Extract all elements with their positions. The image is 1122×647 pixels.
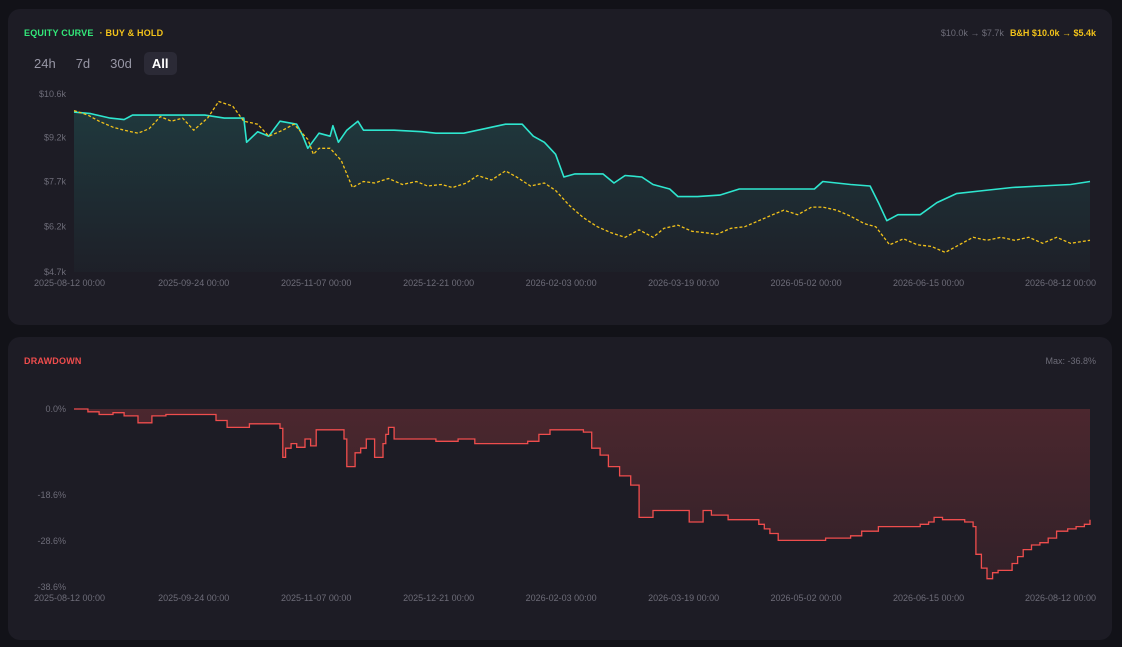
drawdown-line: [74, 408, 1091, 580]
equity-curve-line: [73, 111, 1091, 222]
x-tick-label: 2025-09-24 00:00: [158, 278, 229, 288]
y-tick-label: $4.7k: [44, 267, 67, 277]
drawdown-chart: 0.0% -18.6% -28.6% -38.6%2025-08-12 00:00 20…: [34, 404, 1096, 603]
drawdown-panel: DRAWDOWN Max: -36.8% 0.0% -18.6% -28.6% -38…: [8, 337, 1112, 640]
y-tick-label: 0.0%: [45, 404, 66, 414]
x-tick-label: 2025-11-07 00:00: [281, 278, 351, 288]
x-tick-label: 2026-08-12 00:00: [1025, 593, 1096, 603]
buy-hold-title: · BUY & HOLD: [99, 28, 164, 38]
x-tick-label: 2026-03-19 00:00: [648, 278, 719, 288]
x-tick-label: 2026-02-03 00:00: [526, 593, 597, 603]
x-tick-label: 2026-05-02 00:00: [771, 593, 842, 603]
x-tick-label: 2025-11-07 00:00: [281, 593, 351, 603]
tab-7d[interactable]: 7d: [75, 56, 91, 71]
equity-panel-title: EQUITY CURVE · BUY & HOLD: [24, 28, 163, 38]
y-tick-label: $9.2k: [44, 133, 67, 143]
x-tick-label: 2025-08-12 00:00: [34, 593, 105, 603]
y-tick-label: $10.6k: [39, 89, 67, 99]
y-tick-label: -28.6%: [37, 536, 66, 546]
buy-hold-line: [73, 100, 1091, 254]
x-tick-label: 2026-06-15 00:00: [893, 278, 964, 288]
max-drawdown-label: Max: -36.8%: [1045, 356, 1096, 366]
x-tick-label: 2025-12-21 00:00: [403, 593, 474, 603]
x-tick-label: 2025-12-21 00:00: [403, 278, 474, 288]
x-tick-label: 2026-06-15 00:00: [893, 593, 964, 603]
equity-area: [74, 112, 1090, 272]
drawdown-area: [74, 409, 1090, 579]
tab-30d[interactable]: 30d: [110, 56, 132, 71]
x-tick-label: 2026-08-12 00:00: [1025, 278, 1096, 288]
strategy-summary: $10.0k → $7.7k: [940, 28, 1004, 38]
x-tick-label: 2026-03-19 00:00: [648, 593, 719, 603]
drawdown-title: DRAWDOWN: [24, 356, 82, 366]
y-tick-label: $7.7k: [44, 176, 67, 186]
y-tick-label: -38.6%: [37, 582, 66, 592]
y-tick-label: -18.6%: [37, 490, 66, 500]
tab-all[interactable]: All: [143, 52, 177, 75]
equity-curve-panel: EQUITY CURVE · BUY & HOLD $10.0k → $7.7k B…: [8, 9, 1112, 325]
tab-24h[interactable]: 24h: [34, 56, 56, 71]
x-tick-label: 2025-08-12 00:00: [34, 278, 105, 288]
x-tick-label: 2025-09-24 00:00: [158, 593, 229, 603]
x-tick-label: 2026-02-03 00:00: [526, 278, 597, 288]
equity-curve-title: EQUITY CURVE: [24, 28, 94, 38]
y-tick-label: $6.2k: [44, 222, 67, 232]
buy-hold-summary: B&H $10.0k → $5.4k: [1009, 28, 1096, 38]
equity-summary: $10.0k → $7.7k B&H $10.0k → $5.4k: [941, 28, 1096, 38]
x-tick-label: 2026-05-02 00:00: [771, 278, 842, 288]
timeframe-tabs: 24h 7d 30d All: [26, 52, 177, 75]
